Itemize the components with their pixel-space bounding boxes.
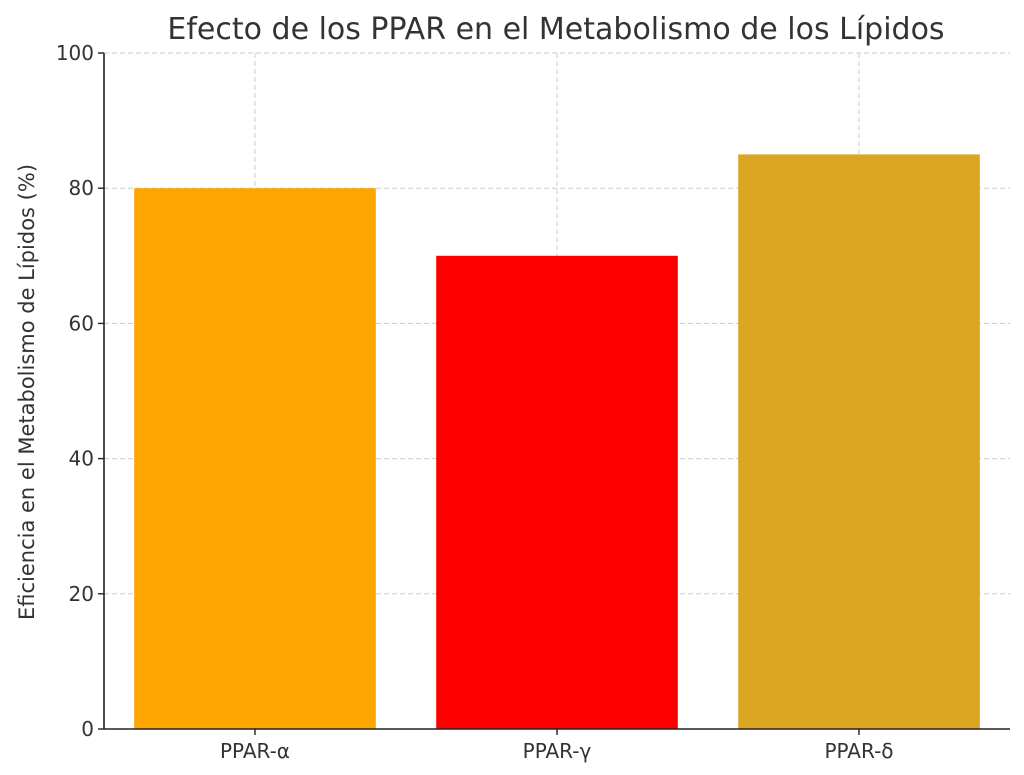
y-tick-label: 80 [69, 176, 94, 200]
y-tick-label: 100 [56, 41, 94, 65]
y-tick-label: 0 [81, 717, 94, 741]
chart-title: Efecto de los PPAR en el Metabolismo de … [167, 12, 944, 47]
y-axis-label: Eficiencia en el Metabolismo de Lípidos … [15, 164, 39, 620]
y-tick-label: 20 [69, 582, 94, 606]
x-tick-label: PPAR-δ [824, 739, 893, 763]
bar [436, 255, 678, 730]
bar [134, 188, 376, 729]
bars [134, 154, 980, 730]
y-tick-label: 60 [69, 311, 94, 335]
bar [738, 154, 980, 729]
x-tick-label: PPAR-γ [523, 739, 592, 763]
y-tick-label: 40 [69, 447, 94, 471]
x-tick-label: PPAR-α [220, 739, 290, 763]
tick-labels: 0 20 40 60 80 100 PPAR-α PPAR-γ PPAR-δ [56, 41, 894, 763]
